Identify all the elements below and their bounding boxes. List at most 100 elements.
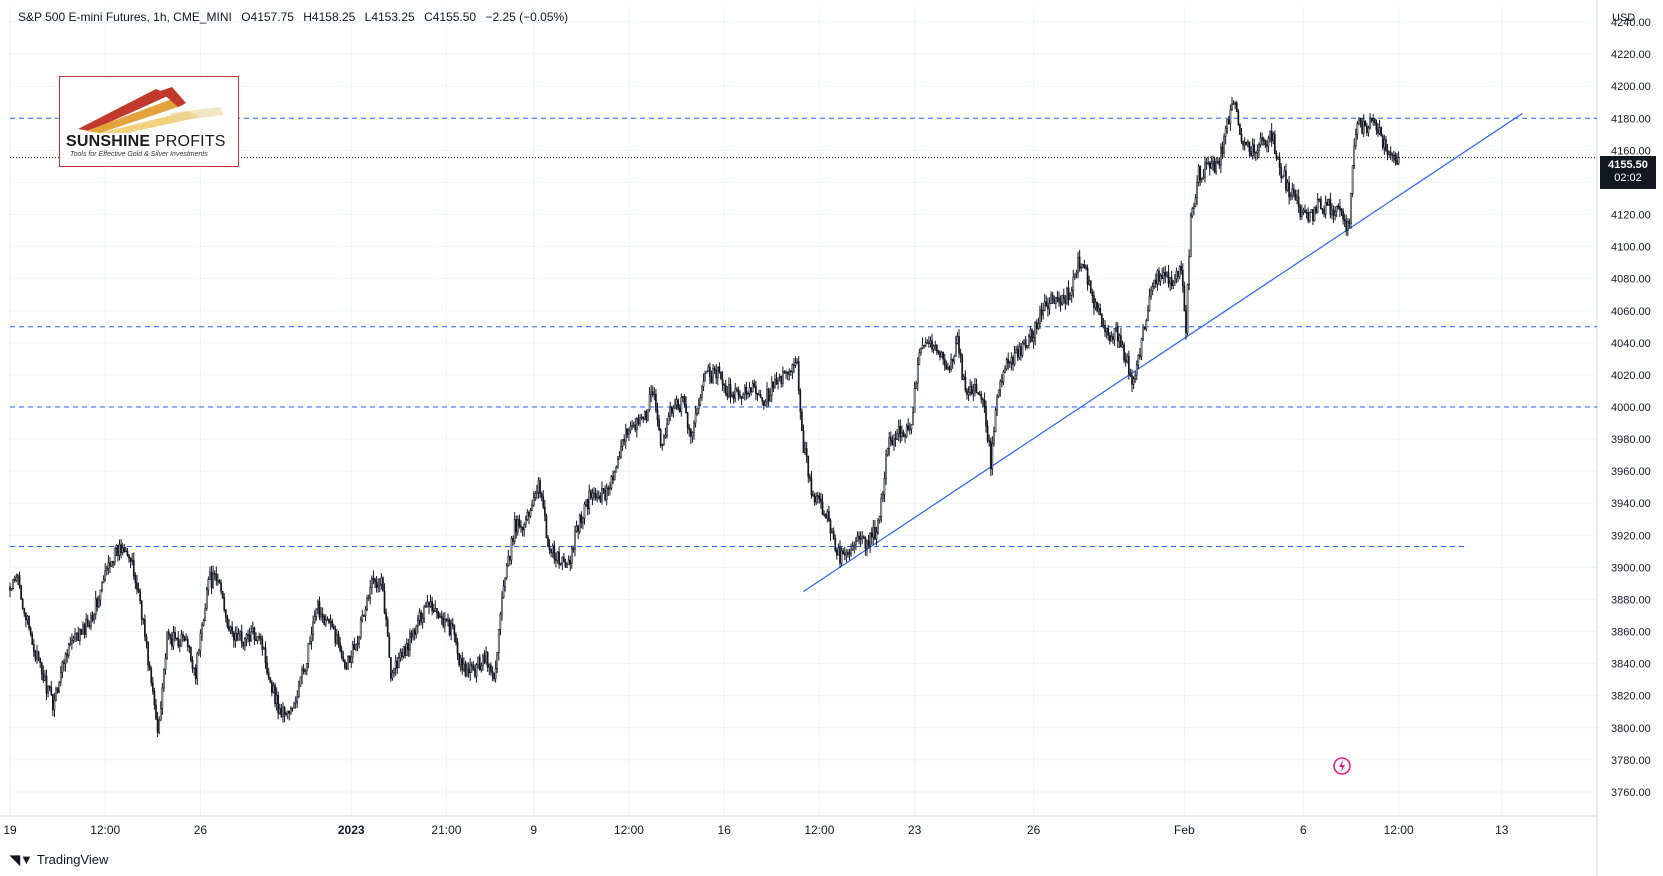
candle: [1067, 280, 1070, 306]
watermark-logo: SUNSHINE PROFITS Tools for Effective Gol…: [59, 76, 239, 167]
candle: [429, 594, 432, 609]
candle: [96, 596, 99, 612]
tradingview-brand[interactable]: ◥▼ TradingView: [10, 852, 108, 868]
candle: [932, 344, 935, 354]
candle: [509, 555, 511, 566]
candle: [659, 428, 662, 448]
candle: [448, 617, 451, 637]
candle: [94, 590, 97, 620]
candle: [567, 555, 570, 566]
candle: [1237, 109, 1240, 126]
candle: [1031, 328, 1033, 342]
candle: [956, 332, 959, 345]
candle: [1191, 206, 1194, 218]
price-tick-label: 3980.00: [1611, 434, 1651, 446]
candle: [629, 421, 632, 434]
candle: [564, 558, 567, 568]
candlesticks[interactable]: [9, 97, 1400, 738]
candle: [391, 669, 394, 681]
candle: [199, 629, 202, 658]
candle: [861, 531, 864, 545]
candle: [1108, 332, 1111, 345]
candle: [1207, 156, 1210, 166]
candle: [1015, 345, 1018, 354]
candle: [624, 423, 627, 449]
candle: [58, 680, 61, 693]
candle: [1221, 141, 1224, 160]
candle: [1032, 330, 1035, 350]
candle: [613, 470, 616, 481]
candle: [417, 615, 419, 634]
candle: [1147, 305, 1149, 322]
candle: [283, 705, 286, 723]
candle: [775, 372, 778, 385]
candle: [480, 662, 483, 673]
candle: [986, 420, 989, 444]
candle: [961, 353, 964, 381]
candle: [607, 485, 610, 497]
price-axis[interactable]: 3760.00 3780.00 3800.00 3820.00 3840.00 3860.…: [1611, 17, 1651, 799]
candle: [556, 551, 559, 564]
candle: [490, 662, 492, 676]
candle: [1172, 279, 1175, 290]
candle: [426, 594, 429, 608]
candle: [655, 388, 657, 413]
candle: [1169, 277, 1171, 292]
candle: [832, 527, 835, 540]
candle: [1096, 301, 1098, 313]
symbol-label[interactable]: S&P 500 E-mini Futures, 1h, CME_MINI: [18, 10, 232, 24]
candle: [226, 614, 229, 629]
candle: [1116, 322, 1119, 349]
candle: [1266, 140, 1268, 153]
candle: [85, 613, 88, 638]
candle: [601, 481, 603, 505]
candle: [1202, 168, 1205, 180]
candle: [548, 539, 551, 555]
candle: [840, 546, 843, 566]
candle: [610, 475, 613, 491]
time-axis[interactable]: 19 12:00 26 2023 21:00 9 12:00 16 12:00 23 26 Feb 6 1…: [3, 823, 1508, 837]
candle: [855, 537, 857, 550]
candle: [1231, 97, 1233, 112]
candle: [412, 628, 414, 641]
candle: [334, 625, 337, 647]
candle: [1054, 296, 1057, 310]
candle: [1396, 152, 1398, 166]
candle: [531, 499, 533, 511]
candle: [82, 621, 84, 635]
candle: [150, 666, 153, 687]
support-resistance-levels[interactable]: [10, 117, 1597, 548]
currency-label[interactable]: USD: [1612, 12, 1636, 24]
price-tick-label: 4080.00: [1611, 274, 1651, 286]
price-tick-label: 4120.00: [1611, 210, 1651, 222]
candle: [751, 380, 754, 393]
candle: [145, 633, 148, 649]
candle: [542, 490, 545, 510]
candle: [1001, 374, 1003, 388]
candle: [1251, 138, 1254, 160]
last-price-value: 4155.50: [1608, 159, 1648, 171]
candle: [55, 686, 57, 702]
candle: [931, 333, 933, 353]
candle: [1112, 333, 1114, 345]
candle: [90, 612, 92, 631]
trend-line[interactable]: [803, 112, 1523, 592]
candle: [1351, 165, 1354, 198]
candle: [1175, 267, 1178, 284]
candle: [504, 577, 506, 592]
candle: [632, 421, 635, 428]
candle: [348, 655, 351, 663]
candle: [355, 643, 357, 652]
candle: [407, 638, 410, 657]
candle: [702, 373, 705, 392]
candle: [123, 544, 126, 553]
candle: [597, 490, 600, 500]
candle: [983, 392, 986, 414]
candle: [382, 576, 384, 592]
candle: [1334, 206, 1337, 221]
candle: [109, 557, 111, 573]
flash-icon[interactable]: [1333, 757, 1351, 775]
candle: [1159, 273, 1162, 286]
candle: [743, 384, 746, 401]
